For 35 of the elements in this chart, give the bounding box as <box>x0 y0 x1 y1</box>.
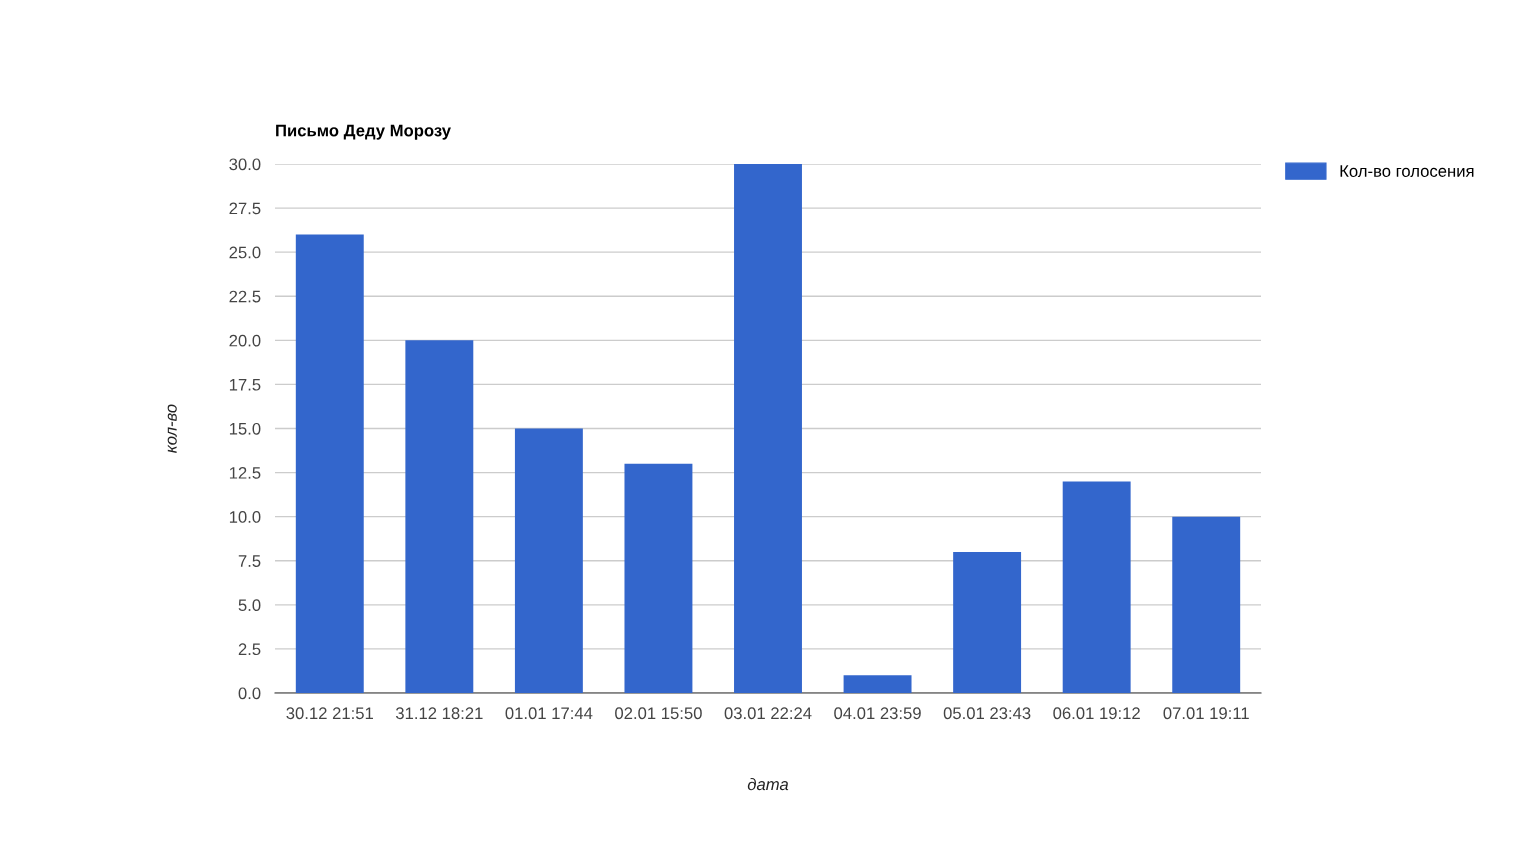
x-tick-label: 04.01 23:59 <box>834 707 921 720</box>
bar <box>843 675 912 693</box>
y-tick-label: 25.0 <box>229 246 261 259</box>
y-tick-label: 15.0 <box>229 422 261 435</box>
y-tick-label: 0.0 <box>238 687 261 700</box>
x-tick-label: 02.01 15:50 <box>615 707 702 720</box>
x-tick-label: 01.01 17:44 <box>505 707 593 720</box>
y-tick-label: 30.0 <box>229 158 261 171</box>
y-tick-label: 2.5 <box>238 643 261 656</box>
legend-label: Кол-во голосения <box>1340 165 1474 177</box>
x-tick-label: 05.01 23:43 <box>943 707 1031 720</box>
x-tick-label: 30.12 21:51 <box>286 707 373 720</box>
bar <box>1172 516 1241 693</box>
y-tick-label: 27.5 <box>229 202 261 215</box>
bar <box>953 551 1022 693</box>
x-tick-label: 07.01 19:11 <box>1163 707 1249 720</box>
bar <box>624 463 693 693</box>
x-axis-title: дата <box>747 777 789 791</box>
y-axis-title: кол-во <box>167 404 177 453</box>
bar <box>1062 481 1131 693</box>
y-tick-label: 5.0 <box>238 599 261 612</box>
x-tick-label: 03.01 22:24 <box>724 707 812 720</box>
x-tick-label: 31.12 18:21 <box>395 707 483 720</box>
bar <box>514 428 583 693</box>
bar <box>295 234 364 693</box>
y-tick-label: 10.0 <box>229 511 261 523</box>
x-tick-label: 06.01 19:12 <box>1053 707 1140 720</box>
y-tick-label: 22.5 <box>229 290 261 303</box>
y-tick-label: 12.5 <box>229 466 261 479</box>
bar <box>405 340 474 693</box>
bar <box>734 164 802 693</box>
y-tick-label: 17.5 <box>229 378 261 391</box>
chart-title: Письмо Деду Морозу <box>276 124 451 140</box>
y-tick-label: 20.0 <box>229 334 261 347</box>
y-tick-label: 7.5 <box>238 555 261 567</box>
